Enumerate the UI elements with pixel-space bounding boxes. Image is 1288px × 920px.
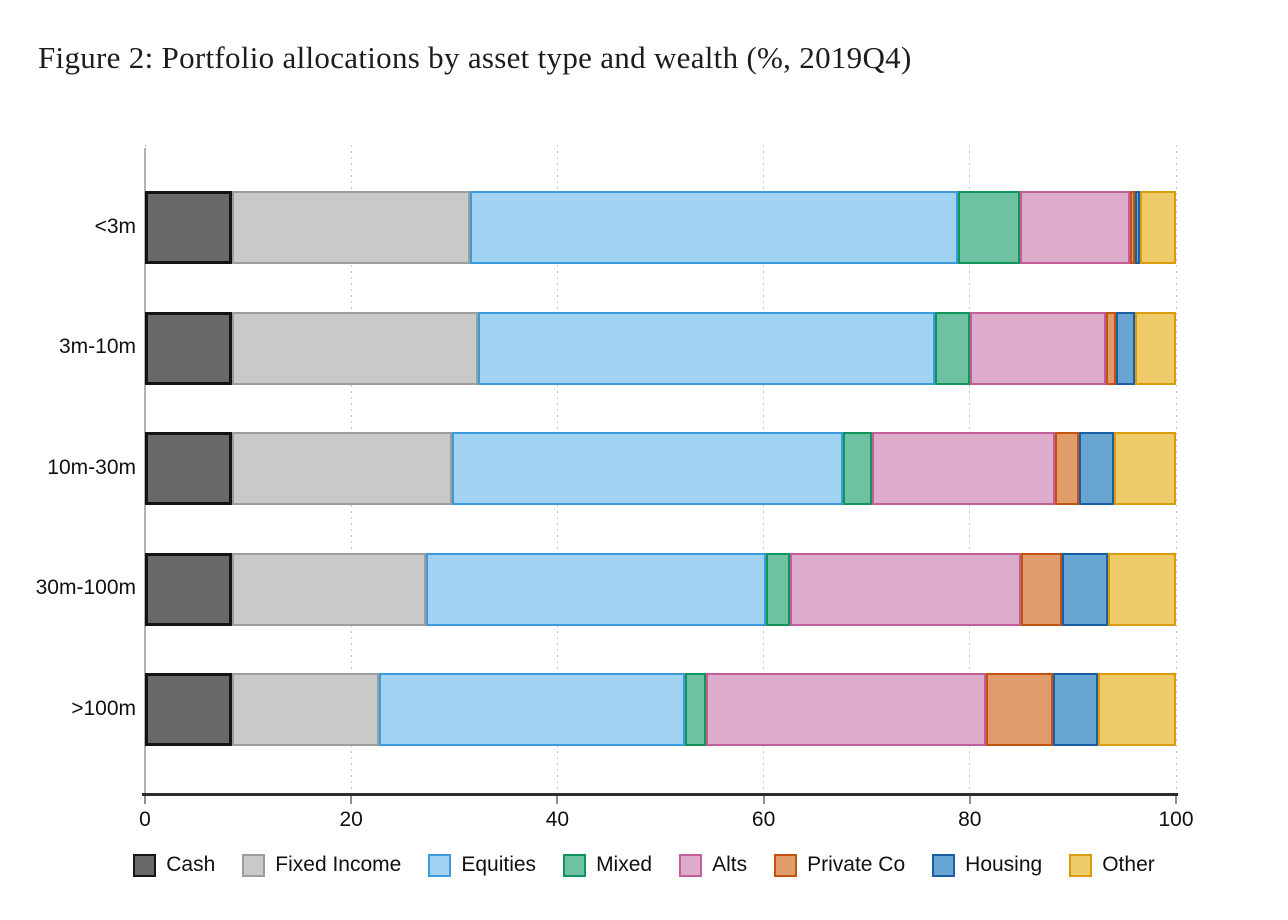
bar-row-3m [145, 191, 1176, 264]
gridline-100 [1175, 145, 1177, 796]
bar-segment-alts-row3 [790, 552, 1022, 626]
x-tick-label-20: 20 [339, 808, 363, 831]
legend-label-cash: Cash [166, 853, 216, 876]
bar-segment-fixed-income-row1 [231, 311, 478, 385]
bar-segment-mixed-row4 [685, 673, 706, 747]
legend-label-housing: Housing [965, 853, 1043, 876]
bar-segment-fixed-income-row4 [231, 673, 380, 747]
bar-segment-housing-row3 [1061, 552, 1108, 626]
x-tick-40 [556, 796, 559, 804]
bar-segment-equities-row3 [426, 552, 766, 626]
legend-item-equities: Equities [428, 853, 536, 877]
y-category-label-100m: >100m [71, 696, 136, 720]
plot-area: 0 20 40 60 80 100 [139, 145, 1194, 831]
bar-segment-fixed-income-row2 [231, 432, 453, 506]
x-tick-20 [350, 796, 353, 804]
legend-swatch-equities [428, 853, 452, 877]
bar-segment-housing-row4 [1053, 673, 1098, 747]
bar-segment-mixed-row2 [842, 432, 872, 506]
bar-segment-mixed-row0 [958, 191, 1021, 264]
legend-item-mixed: Mixed [563, 853, 652, 877]
bar-segment-equities-row2 [452, 432, 843, 506]
legend-label-fixed-income: Fixed Income [275, 853, 402, 876]
legend-label-private-co: Private Co [807, 853, 906, 876]
legend-item-other: Other [1069, 853, 1155, 877]
bar-segment-equities-row0 [469, 191, 959, 264]
bar-segment-equities-row1 [478, 311, 935, 385]
bar-segment-fixed-income-row3 [231, 552, 427, 626]
legend-swatch-mixed [563, 853, 587, 877]
bar-segment-alts-row4 [705, 673, 987, 747]
bar-segment-housing-row1 [1116, 311, 1135, 385]
y-category-label-10m-30m: 10m-30m [47, 455, 136, 479]
x-tick-label-80: 80 [958, 808, 982, 831]
legend-label-mixed: Mixed [596, 853, 653, 876]
bar-segment-fixed-income-row0 [231, 191, 470, 264]
bar-segment-housing-row0 [1134, 191, 1140, 264]
legend-swatch-fixed-income [242, 853, 266, 877]
bar-segment-alts-row2 [871, 432, 1056, 506]
x-tick-label-40: 40 [545, 808, 570, 831]
legend-label-equities: Equities [461, 853, 537, 876]
bar-segment-cash-row1 [145, 311, 232, 385]
legend-swatch-housing [932, 853, 956, 877]
legend-item-fixed-income: Fixed Income [242, 853, 401, 877]
legend-label-alts: Alts [712, 853, 748, 876]
bar-row-100m [145, 673, 1176, 747]
y-category-label-3m-10m: 3m-10m [58, 335, 136, 359]
bar-segment-private-co-row4 [986, 673, 1054, 747]
bar-segment-private-co-row0 [1129, 191, 1135, 264]
bar-segment-private-co-row2 [1055, 432, 1080, 506]
x-axis-line [142, 793, 1178, 796]
bar-segment-private-co-row3 [1021, 552, 1062, 626]
legend-item-alts: Alts [679, 853, 747, 877]
bar-segment-equities-row4 [379, 673, 686, 747]
x-tick-0 [144, 796, 146, 804]
bar-segment-housing-row2 [1079, 432, 1115, 506]
bar-segment-other-row4 [1097, 673, 1176, 747]
bar-segment-cash-row4 [145, 673, 232, 747]
legend-label-other: Other [1102, 853, 1155, 876]
x-tick-100 [1175, 796, 1177, 804]
bar-segment-private-co-row1 [1105, 311, 1117, 385]
y-category-label-30m-100m: 30m-100m [35, 576, 136, 600]
bar-segment-cash-row3 [145, 552, 232, 626]
bar-segment-cash-row0 [145, 191, 232, 264]
x-tick-60 [762, 796, 765, 804]
bar-segment-alts-row0 [1020, 191, 1130, 264]
figure-title: Figure 2: Portfolio allocations by asset… [38, 40, 912, 75]
legend: Cash Fixed Income Equities Mixed Alts Private… [0, 853, 1288, 877]
bar-row-10m-30m [145, 432, 1176, 506]
bar-segment-cash-row2 [145, 432, 232, 506]
legend-item-cash: Cash [133, 853, 215, 877]
bar-row-3m-10m [145, 311, 1176, 385]
legend-swatch-private-co [774, 853, 798, 877]
legend-item-housing: Housing [932, 853, 1042, 877]
bar-segment-other-row2 [1114, 432, 1176, 506]
legend-item-private-co: Private Co [774, 853, 905, 877]
x-tick-label-0: 0 [139, 808, 151, 831]
x-tick-label-100: 100 [1158, 808, 1194, 831]
legend-swatch-other [1069, 853, 1093, 877]
bar-row-30m-100m [145, 552, 1176, 626]
legend-swatch-alts [679, 853, 703, 877]
x-tick-80 [968, 796, 971, 804]
bar-segment-mixed-row1 [934, 311, 970, 385]
bar-segment-other-row1 [1134, 311, 1176, 385]
bar-segment-other-row3 [1107, 552, 1176, 626]
legend-swatch-cash [133, 853, 157, 877]
x-tick-label-60: 60 [751, 808, 776, 831]
bar-segment-other-row0 [1139, 191, 1176, 264]
y-category-label-3m: <3m [94, 214, 136, 238]
bar-segment-alts-row1 [969, 311, 1106, 385]
bar-segment-mixed-row3 [765, 552, 791, 626]
